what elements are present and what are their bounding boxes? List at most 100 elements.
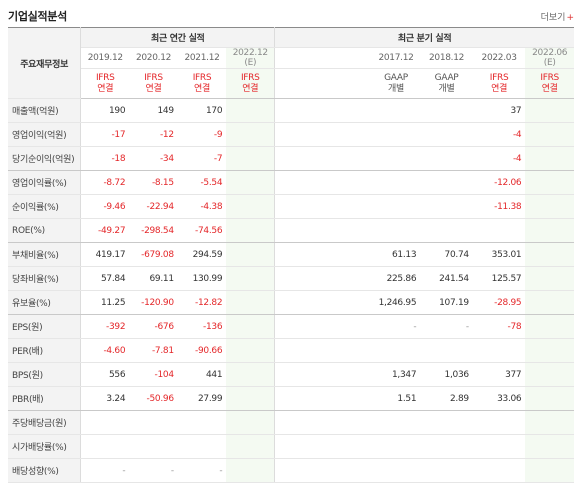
- value-cell: 1,246.95: [371, 290, 421, 315]
- value-cell: [371, 98, 421, 123]
- value-cell: -: [129, 458, 178, 483]
- value-cell: [274, 170, 324, 195]
- value-cell: [420, 218, 473, 243]
- value-cell: [525, 218, 574, 243]
- value-cell: [525, 458, 574, 483]
- value-cell: [226, 266, 275, 291]
- value-cell: [525, 170, 574, 195]
- value-cell: -: [80, 458, 130, 483]
- row-label: 영업이익률(%): [8, 170, 82, 195]
- standard-label: GAAP: [384, 72, 408, 83]
- value-cell: [226, 122, 275, 147]
- value-cell: [226, 242, 275, 267]
- value-cell: 57.84: [80, 266, 130, 291]
- period-date-text: 2017.12: [378, 53, 414, 63]
- value-cell: [323, 242, 372, 267]
- value-cell: -4.38: [177, 194, 227, 219]
- value-cell: [525, 122, 574, 147]
- accounting-standard: IFRS 연결: [177, 68, 227, 99]
- value-cell: [274, 218, 324, 243]
- value-cell: [177, 410, 227, 435]
- value-cell: [323, 314, 372, 339]
- basis-label: 연결: [541, 83, 558, 94]
- accounting-standard: IFRS 연결: [226, 68, 275, 99]
- standard-label: IFRS: [540, 72, 559, 83]
- value-cell: -49.27: [80, 218, 130, 243]
- period-date-text: 2018.12: [428, 53, 465, 63]
- value-cell: -5.54: [177, 170, 227, 195]
- value-cell: [274, 98, 324, 123]
- table-row: 영업이익(억원) -17 -12 -9 -4: [8, 122, 574, 147]
- value-cell: [177, 434, 227, 459]
- more-link[interactable]: 더보기+: [541, 10, 574, 23]
- value-cell: [274, 434, 324, 459]
- value-cell: -136: [177, 314, 227, 339]
- value-cell: [274, 314, 324, 339]
- value-cell: 170: [177, 98, 227, 123]
- value-cell: -9.46: [80, 194, 130, 219]
- value-cell: [226, 290, 275, 315]
- value-cell: -4: [472, 146, 526, 171]
- value-cell: [226, 362, 275, 387]
- period-date: 2019.12: [80, 47, 130, 69]
- value-cell: [525, 434, 574, 459]
- basis-label: 연결: [145, 83, 162, 94]
- value-cell: [274, 362, 324, 387]
- value-cell: -392: [80, 314, 130, 339]
- accounting-standard: [274, 68, 324, 99]
- section-title: 기업실적분석: [8, 10, 67, 23]
- value-cell: -11.38: [472, 194, 526, 219]
- basis-label: 연결: [242, 83, 259, 94]
- value-cell: [226, 434, 275, 459]
- value-cell: [323, 122, 372, 147]
- row-label: 순이익률(%): [8, 194, 82, 219]
- value-cell: 2.89: [420, 386, 473, 411]
- value-cell: [420, 146, 473, 171]
- value-cell: [420, 434, 473, 459]
- value-cell: [323, 146, 372, 171]
- value-cell: [274, 290, 324, 315]
- value-cell: [323, 194, 372, 219]
- table-row: 매출액(억원) 190 149 170 37: [8, 98, 574, 123]
- value-cell: -4: [472, 122, 526, 147]
- period-date: 2022.03: [472, 47, 526, 69]
- value-cell: [323, 290, 372, 315]
- table-row: 부채비율(%) 419.17 -679.08 294.59 61.13 70.74 353.…: [8, 242, 574, 267]
- value-cell: [420, 98, 473, 123]
- value-cell: [323, 362, 372, 387]
- value-cell: -12.06: [472, 170, 526, 195]
- value-cell: [525, 146, 574, 171]
- value-cell: -50.96: [129, 386, 178, 411]
- more-label: 더보기: [540, 13, 566, 23]
- value-cell: -676: [129, 314, 178, 339]
- value-cell: 3.24: [80, 386, 130, 411]
- value-cell: 61.13: [371, 242, 421, 267]
- value-cell: [226, 170, 275, 195]
- period-date-text: 2022.06: [532, 48, 568, 58]
- value-cell: [274, 122, 324, 147]
- table-row: EPS(원) -392 -676 -136- - -78: [8, 314, 574, 339]
- value-cell: -7.81: [129, 338, 178, 363]
- value-cell: [371, 434, 421, 459]
- value-cell: -7: [177, 146, 227, 171]
- value-cell: [371, 122, 421, 147]
- value-cell: [525, 410, 574, 435]
- value-cell: [323, 218, 372, 243]
- section-header: 기업실적분석 더보기+: [8, 8, 574, 24]
- value-cell: [371, 194, 421, 219]
- value-cell: -9: [177, 122, 227, 147]
- value-cell: [472, 410, 526, 435]
- value-cell: -90.66: [177, 338, 227, 363]
- value-cell: [129, 434, 178, 459]
- value-cell: [226, 410, 275, 435]
- value-cell: -12: [129, 122, 178, 147]
- table-row: 시가배당률(%): [8, 434, 574, 459]
- value-cell: 149: [129, 98, 178, 123]
- period-date-text: 2022.12: [232, 48, 268, 58]
- value-cell: [525, 194, 574, 219]
- standard-label: GAAP: [434, 72, 459, 83]
- row-label: 시가배당률(%): [8, 434, 82, 459]
- period-date: [323, 47, 372, 69]
- value-cell: [420, 458, 473, 483]
- header-date-row: 2019.12 2020.12 2021.12 2022.12 (E) 2017.12 20…: [8, 47, 574, 69]
